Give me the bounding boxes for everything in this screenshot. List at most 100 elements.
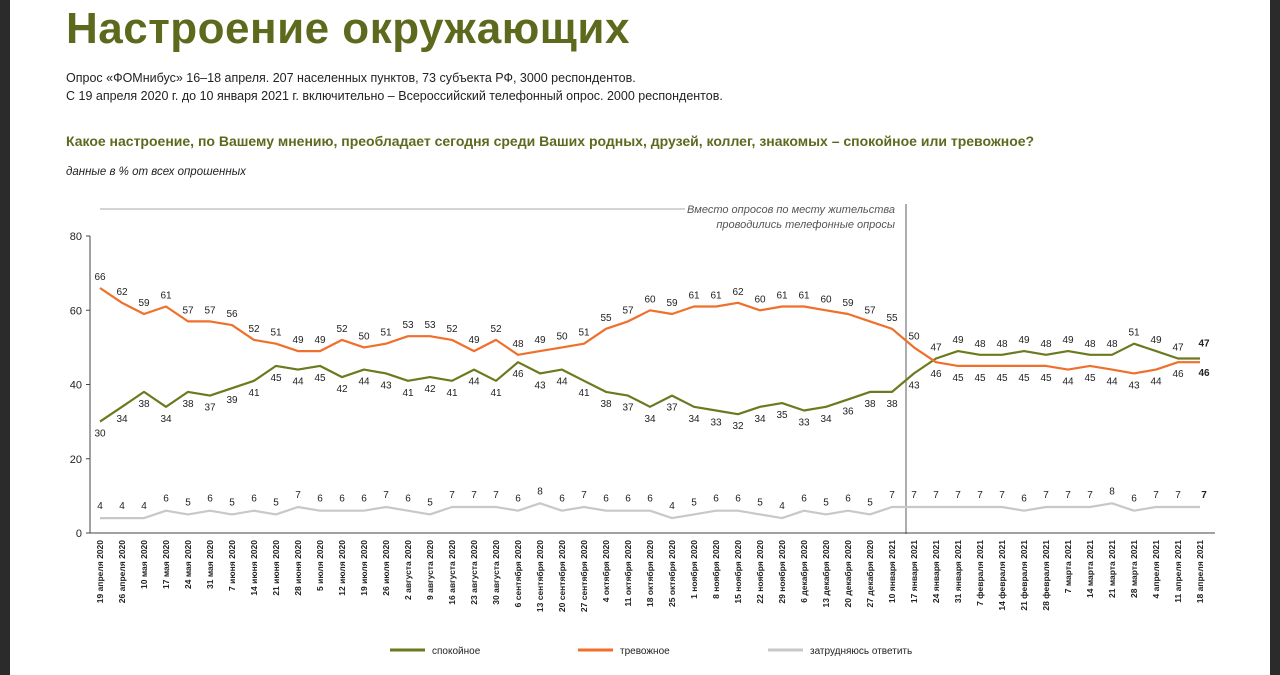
data-label-calm: 46 <box>512 369 524 380</box>
data-label-anxious: 59 <box>138 298 150 309</box>
right-dark-border <box>1270 0 1280 675</box>
x-tick-label: 19 июля 2020 <box>359 540 369 596</box>
data-label-anxious: 60 <box>754 294 766 305</box>
legend-label-calm: спокойное <box>432 646 481 657</box>
data-label-calm: 38 <box>182 399 194 410</box>
data-label-calm: 38 <box>886 399 898 410</box>
annotation-line-1: Вместо опросов по месту жительства <box>687 204 895 216</box>
x-tick-label: 21 февраля 2021 <box>1019 540 1029 611</box>
data-label-calm: 38 <box>864 399 876 410</box>
data-label-calm: 47 <box>1172 343 1184 354</box>
data-label-anxious: 66 <box>94 272 106 283</box>
data-label-undecided: 6 <box>317 494 323 505</box>
data-label-anxious: 53 <box>424 320 436 331</box>
x-tick-label: 27 сентября 2020 <box>579 540 589 612</box>
x-tick-label: 6 декабря 2020 <box>799 540 809 603</box>
x-tick-label: 11 апреля 2021 <box>1173 540 1183 603</box>
data-label-calm: 44 <box>556 377 568 388</box>
data-label-calm: 45 <box>270 373 282 384</box>
data-label-calm: 44 <box>358 377 370 388</box>
data-label-anxious: 49 <box>314 335 326 346</box>
data-label-calm: 48 <box>1106 339 1118 350</box>
data-label-undecided: 6 <box>845 494 851 505</box>
data-label-anxious: 62 <box>116 287 128 298</box>
y-tick-label: 0 <box>76 528 82 540</box>
data-label-calm: 48 <box>974 339 986 350</box>
x-tick-label: 1 ноября 2020 <box>689 540 699 599</box>
data-label-anxious: 52 <box>490 324 502 335</box>
data-label-anxious: 52 <box>248 324 260 335</box>
x-tick-label: 11 октября 2020 <box>623 540 633 607</box>
data-label-undecided: 7 <box>1065 490 1071 501</box>
x-tick-label: 28 марта 2021 <box>1129 540 1139 598</box>
x-tick-label: 14 июня 2020 <box>249 540 259 596</box>
unit-note: данные в % от всех опрошенных <box>66 166 246 178</box>
data-label-calm: 37 <box>204 403 216 414</box>
x-tick-label: 7 марта 2021 <box>1063 540 1073 594</box>
x-tick-label: 4 октября 2020 <box>601 540 611 602</box>
data-label-undecided: 5 <box>867 497 873 508</box>
x-tick-label: 8 ноября 2020 <box>711 540 721 599</box>
data-label-undecided: 7 <box>471 490 477 501</box>
data-label-anxious: 45 <box>996 373 1008 384</box>
data-label-calm: 41 <box>578 388 590 399</box>
survey-info: Опрос «ФОМнибус» 16–18 апреля. 207 насел… <box>66 71 636 85</box>
x-tick-label: 24 мая 2020 <box>183 540 193 589</box>
x-tick-label: 26 июля 2020 <box>381 540 391 596</box>
data-label-calm: 34 <box>116 414 128 425</box>
data-label-undecided: 6 <box>361 494 367 505</box>
data-label-undecided: 6 <box>713 494 719 505</box>
data-label-undecided: 6 <box>1021 494 1027 505</box>
data-label-anxious: 45 <box>1040 373 1052 384</box>
data-label-anxious: 61 <box>160 291 172 302</box>
survey-question: Какое настроение, по Вашему мнению, прео… <box>66 133 1035 149</box>
data-label-calm: 42 <box>424 384 436 395</box>
data-label-undecided: 5 <box>229 497 235 508</box>
x-tick-label: 30 августа 2020 <box>491 540 501 605</box>
data-label-undecided: 6 <box>625 494 631 505</box>
x-tick-label: 15 ноября 2020 <box>733 540 743 604</box>
data-label-anxious: 62 <box>732 287 744 298</box>
y-tick-label: 80 <box>70 231 82 243</box>
x-tick-label: 5 июля 2020 <box>315 540 325 591</box>
x-tick-label: 16 августа 2020 <box>447 540 457 605</box>
data-label-calm: 34 <box>754 414 766 425</box>
data-label-calm: 48 <box>996 339 1008 350</box>
data-label-undecided: 7 <box>295 490 301 501</box>
data-label-undecided: 7 <box>911 490 917 501</box>
x-tick-label: 13 декабря 2020 <box>821 540 831 608</box>
x-tick-label: 6 сентября 2020 <box>513 540 523 608</box>
legend: спокойное тревожное затрудняюсь ответить <box>390 646 912 657</box>
data-label-calm: 41 <box>490 388 502 399</box>
x-tick-label: 19 апреля 2020 <box>95 540 105 603</box>
data-label-anxious: 44 <box>1106 377 1118 388</box>
data-label-undecided: 6 <box>339 494 345 505</box>
x-tick-label: 31 января 2021 <box>953 540 963 603</box>
data-label-calm: 33 <box>798 417 810 428</box>
data-label-calm: 39 <box>226 395 238 406</box>
data-label-undecided: 7 <box>1175 490 1181 501</box>
data-label-undecided: 7 <box>1201 490 1207 501</box>
data-label-undecided: 7 <box>889 490 895 501</box>
data-label-undecided: 5 <box>273 497 279 508</box>
x-tick-label: 10 мая 2020 <box>139 540 149 589</box>
data-label-undecided: 5 <box>823 497 829 508</box>
data-label-calm: 49 <box>1062 335 1074 346</box>
data-label-calm: 48 <box>1084 339 1096 350</box>
x-tick-label: 12 июля 2020 <box>337 540 347 596</box>
data-label-calm: 34 <box>160 414 172 425</box>
data-label-undecided: 7 <box>999 490 1005 501</box>
x-tick-label: 31 мая 2020 <box>205 540 215 589</box>
x-tick-label: 20 декабря 2020 <box>843 540 853 608</box>
data-label-undecided: 7 <box>581 490 587 501</box>
data-label-undecided: 7 <box>1087 490 1093 501</box>
data-label-anxious: 45 <box>974 373 986 384</box>
data-label-anxious: 57 <box>204 305 216 316</box>
data-label-calm: 37 <box>622 403 634 414</box>
y-tick-label: 60 <box>70 305 82 317</box>
data-label-anxious: 61 <box>798 291 810 302</box>
data-label-undecided: 7 <box>977 490 983 501</box>
data-label-undecided: 6 <box>251 494 257 505</box>
data-label-anxious: 49 <box>292 335 304 346</box>
